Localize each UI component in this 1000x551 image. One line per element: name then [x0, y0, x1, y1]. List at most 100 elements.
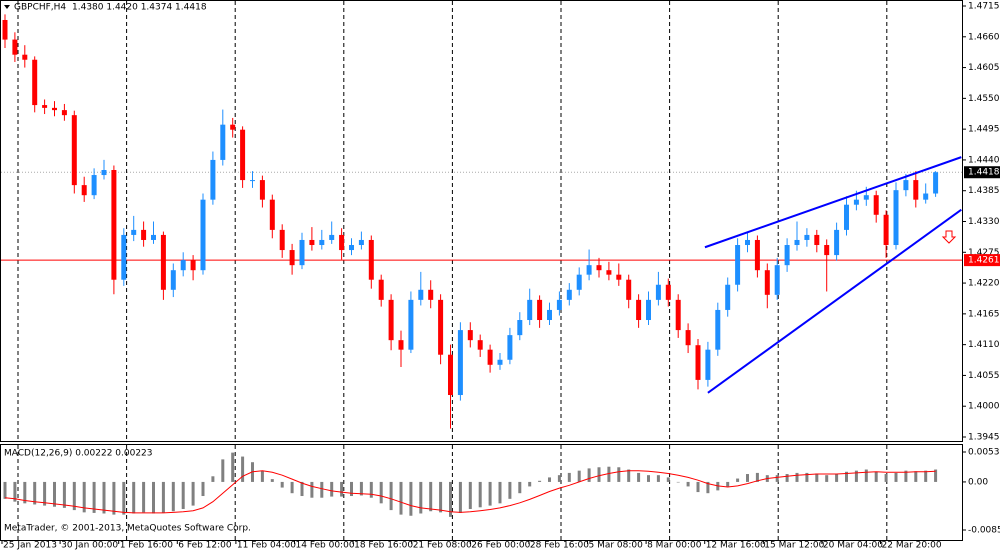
- macd-bar: [449, 481, 452, 517]
- x-tick-label: 15 Mar 12:00: [764, 541, 824, 551]
- candle-body: [586, 265, 592, 275]
- macd-bar: [409, 481, 413, 516]
- candle-body: [566, 289, 572, 300]
- x-tick-label: 28 Feb 16:00: [530, 541, 589, 551]
- candle-body: [131, 229, 137, 235]
- candle-body: [507, 335, 513, 360]
- candle-body: [646, 299, 651, 321]
- macd-bar: [458, 481, 462, 513]
- macd-bar: [211, 476, 215, 482]
- macd-bar: [617, 467, 621, 482]
- candle-body: [893, 190, 899, 246]
- macd-bar: [924, 470, 928, 482]
- candle-body: [309, 239, 315, 246]
- macd-bar: [775, 475, 779, 482]
- y-tick-label: 1.4715: [968, 2, 1000, 12]
- candle-body: [220, 124, 226, 160]
- macd-bar: [488, 481, 492, 506]
- macd-bar: [429, 481, 433, 512]
- candle-body: [705, 349, 711, 380]
- macd-bar: [815, 473, 819, 482]
- candle-body: [923, 193, 929, 200]
- macd-bar: [300, 481, 304, 497]
- macd-bar: [112, 481, 116, 515]
- candle-body: [170, 270, 176, 290]
- candle-body: [616, 274, 622, 280]
- y-tick-label: 1.4220: [968, 279, 1000, 289]
- macd-bar: [676, 481, 680, 483]
- macd-bar: [72, 481, 76, 511]
- candle-body: [71, 115, 77, 186]
- macd-bar: [191, 481, 195, 506]
- y-tick-label: 1.4110: [968, 340, 1000, 350]
- macd-bar: [122, 481, 126, 515]
- macd-bar: [498, 481, 502, 504]
- candle-body: [834, 229, 840, 256]
- candle-body: [190, 260, 196, 271]
- macd-bar: [3, 481, 7, 499]
- macd-bar: [171, 481, 175, 512]
- symbol: GBPCHF,H4: [14, 3, 66, 13]
- candle-body: [230, 124, 236, 130]
- macd-bar: [310, 481, 314, 498]
- x-tick-label: 21 Feb 08:00: [413, 541, 472, 551]
- candle-body: [537, 299, 543, 321]
- macd-tick-label: -0.00853: [968, 526, 1000, 536]
- y-tick-label: 1.4440: [968, 155, 1000, 165]
- candle-body: [101, 170, 107, 176]
- candle-body: [52, 107, 57, 111]
- main-pane: [0, 0, 963, 442]
- macd-bar: [43, 481, 47, 506]
- candle-body: [388, 299, 394, 341]
- candle-body: [695, 345, 701, 380]
- candle-body: [745, 239, 750, 246]
- indicator-pane: [0, 444, 963, 541]
- x-tick-label: 20 Mar 04:00: [823, 541, 883, 551]
- macd-bar: [835, 474, 839, 482]
- candle-body: [814, 234, 820, 246]
- macd-bar: [82, 481, 86, 513]
- macd-bar: [399, 481, 403, 515]
- macd-bar: [389, 481, 393, 511]
- macd-bar: [647, 475, 650, 482]
- macd-bar: [241, 456, 245, 482]
- x-tick-label: 22 Mar 20:00: [882, 541, 942, 551]
- macd-bar: [548, 477, 551, 482]
- candle-body: [626, 279, 632, 300]
- candle-body: [556, 299, 562, 310]
- candle-body: [844, 204, 849, 230]
- y-tick-label: 1.4605: [968, 63, 1000, 73]
- macd-bar: [260, 470, 264, 482]
- candle-body: [319, 239, 325, 246]
- macd-bar: [557, 475, 561, 482]
- candle-body: [863, 195, 869, 200]
- candle-body: [398, 340, 404, 350]
- candle-body: [824, 245, 830, 256]
- candle-body: [2, 19, 8, 40]
- candle-body: [735, 245, 741, 285]
- trendline: [704, 156, 962, 249]
- macd-bar: [478, 481, 482, 508]
- level-box: [964, 254, 1000, 267]
- candle-body: [685, 330, 691, 346]
- footer: MetaTrader, © 2001-2013, MetaQuotes Soft…: [4, 524, 251, 534]
- candle-body: [448, 354, 453, 396]
- candle-body: [903, 180, 909, 191]
- macd-bar: [231, 452, 235, 482]
- candle-body: [933, 172, 939, 194]
- candle-body: [339, 234, 345, 251]
- macd-tick-label: 0.00: [968, 477, 988, 487]
- candle-body: [121, 234, 127, 280]
- macd-bar: [746, 474, 749, 482]
- candle-body: [784, 245, 790, 266]
- macd-bar: [201, 481, 205, 497]
- candle-body: [151, 234, 156, 240]
- macd-bar: [567, 472, 571, 482]
- macd-bar: [656, 475, 660, 482]
- candle-body: [12, 39, 18, 55]
- x-tick-label: 12 Mar 16:00: [706, 541, 766, 551]
- macd-bar: [825, 475, 829, 482]
- macd-bar: [854, 470, 858, 482]
- x-tick-label: 8 Mar 00:00: [647, 541, 702, 551]
